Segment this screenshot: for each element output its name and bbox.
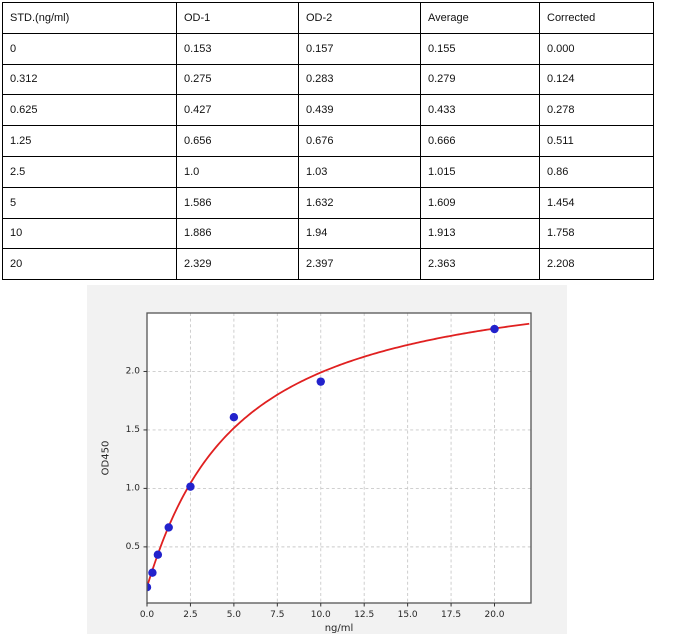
std-concentration-cell: 0.312 <box>2 63 177 96</box>
od-value-cell: 1.94 <box>298 217 421 250</box>
x-tick-label: 17.5 <box>441 610 461 620</box>
table-row: 0.312 0.275 0.283 0.279 0.124 <box>2 63 654 96</box>
standard-curve-figure: 0.0 2.5 5.0 7.5 10.0 12.5 15.0 17.5 20.0 0.5 1.0 1.… <box>87 285 567 634</box>
std-concentration-cell: 2.5 <box>2 155 177 188</box>
y-tick-label: 1.0 <box>126 483 141 493</box>
od-value-cell: 0.427 <box>176 94 299 127</box>
od-value-cell: 0.666 <box>420 125 540 157</box>
od-value-cell: 0.153 <box>176 32 299 65</box>
data-layer <box>147 322 530 592</box>
od-value-cell: 0.676 <box>298 125 421 157</box>
od-value-cell: 0.155 <box>420 32 540 65</box>
std-concentration-cell: 5 <box>2 186 177 219</box>
standards-table: STD.(ng/ml) OD-1 OD-2 Average Corrected … <box>2 2 654 281</box>
od-value-cell: 2.397 <box>298 248 421 281</box>
std-concentration-cell: 10 <box>2 217 177 250</box>
od-value-cell: 1.609 <box>420 186 540 219</box>
y-axis-label: OD450 <box>101 441 112 476</box>
x-tick-label: 10.0 <box>311 610 331 620</box>
fit-curve <box>147 322 530 587</box>
od-value-cell: 0.656 <box>176 125 299 157</box>
axes-frame <box>146 312 532 604</box>
std-concentration-cell: 0.625 <box>2 94 177 127</box>
x-tick-label: 0.0 <box>140 610 155 620</box>
table-header-row: STD.(ng/ml) OD-1 OD-2 Average Corrected <box>2 2 654 34</box>
od-value-cell: 1.632 <box>298 186 421 219</box>
od-value-cell: 1.0 <box>176 155 299 188</box>
table-row: 0 0.153 0.157 0.155 0.000 <box>2 32 654 65</box>
col-header-std: STD.(ng/ml) <box>2 2 177 34</box>
od-value-cell: 2.329 <box>176 248 299 281</box>
x-tick-label: 5.0 <box>227 610 242 620</box>
data-point <box>164 523 173 532</box>
data-point <box>147 583 152 592</box>
x-tick-label: 12.5 <box>354 610 374 620</box>
x-tick-label: 2.5 <box>183 610 197 620</box>
od-value-cell: 1.015 <box>420 155 540 188</box>
col-header-od2: OD-2 <box>298 2 421 34</box>
od-value-cell: 1.586 <box>176 186 299 219</box>
table-row: 10 1.886 1.94 1.913 1.758 <box>2 217 654 250</box>
col-header-od1: OD-1 <box>176 2 299 34</box>
od-value-cell: 2.208 <box>539 248 654 281</box>
od-value-cell: 0.279 <box>420 63 540 96</box>
od-value-cell: 0.283 <box>298 63 421 96</box>
od-value-cell: 0.86 <box>539 155 654 188</box>
data-point <box>186 482 195 491</box>
table-row: 2.5 1.0 1.03 1.015 0.86 <box>2 155 654 188</box>
table-row: 20 2.329 2.397 2.363 2.208 <box>2 248 654 281</box>
data-point <box>316 377 325 386</box>
data-point <box>148 568 157 577</box>
od-value-cell: 1.913 <box>420 217 540 250</box>
table-row: 5 1.586 1.632 1.609 1.454 <box>2 186 654 219</box>
std-concentration-cell: 0 <box>2 32 177 65</box>
std-concentration-cell: 1.25 <box>2 125 177 157</box>
plot-background <box>147 313 531 603</box>
std-concentration-cell: 20 <box>2 248 177 281</box>
od-value-cell: 0.439 <box>298 94 421 127</box>
od-value-cell: 0.511 <box>539 125 654 157</box>
od-value-cell: 0.000 <box>539 32 654 65</box>
col-header-corrected: Corrected <box>539 2 654 34</box>
od-value-cell: 1.03 <box>298 155 421 188</box>
data-point <box>490 324 499 334</box>
standard-curve-chart: 0.0 2.5 5.0 7.5 10.0 12.5 15.0 17.5 20.0 0.5 1.0 1.… <box>87 285 567 634</box>
od-value-cell: 2.363 <box>420 248 540 281</box>
table-row: 0.625 0.427 0.439 0.433 0.278 <box>2 94 654 127</box>
y-tick-label: 2.0 <box>126 366 141 376</box>
y-tick-label: 1.5 <box>126 425 140 435</box>
od-value-cell: 1.758 <box>539 217 654 250</box>
x-tick-label: 20.0 <box>484 610 504 620</box>
od-value-cell: 1.886 <box>176 217 299 250</box>
data-point <box>153 550 163 559</box>
od-value-cell: 0.433 <box>420 94 540 127</box>
od-value-cell: 0.278 <box>539 94 654 127</box>
y-tick-label: 0.5 <box>126 542 140 552</box>
x-tick-label: 7.5 <box>270 610 284 620</box>
od-value-cell: 1.454 <box>539 186 654 219</box>
od-value-cell: 0.157 <box>298 32 421 65</box>
table-row: 1.25 0.656 0.676 0.666 0.511 <box>2 125 654 157</box>
data-point <box>229 412 239 422</box>
od-value-cell: 0.124 <box>539 63 654 96</box>
x-tick-label: 15.0 <box>398 610 418 620</box>
col-header-average: Average <box>420 2 540 34</box>
x-axis-label: ng/ml <box>325 623 354 634</box>
od-value-cell: 0.275 <box>176 63 299 96</box>
